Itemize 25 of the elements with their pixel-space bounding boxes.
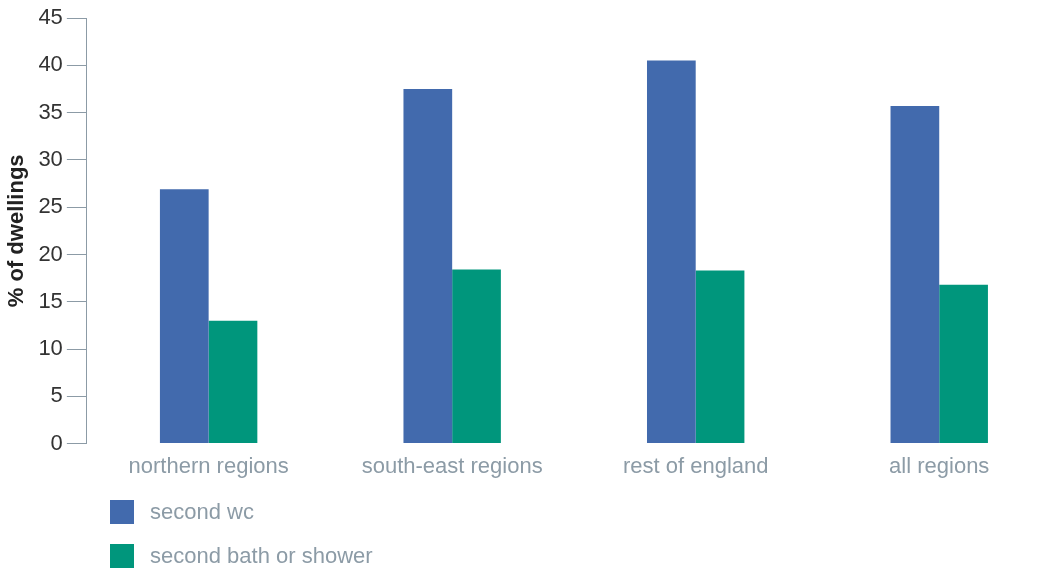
y-tick-label: 40 — [38, 51, 63, 77]
legend-label: second wc — [150, 499, 254, 525]
x-tick-label: all regions — [889, 452, 990, 478]
y-tick-label: 0 — [50, 429, 63, 455]
y-tick-label: 10 — [38, 335, 63, 361]
bar — [403, 88, 453, 444]
x-tick-label: rest of england — [622, 452, 769, 478]
bar — [890, 105, 940, 444]
x-tick-label: northern regions — [128, 452, 289, 478]
y-tick-label: 15 — [38, 287, 63, 313]
bar — [452, 269, 501, 444]
bar — [208, 320, 258, 444]
y-tick-label: 25 — [38, 193, 63, 219]
bar — [647, 60, 696, 444]
y-tick-label: 45 — [38, 4, 63, 30]
y-tick-label: 35 — [38, 98, 63, 124]
y-tick-label: 5 — [50, 382, 63, 408]
y-tick-label: 20 — [38, 240, 63, 266]
legend-label: second bath or shower — [150, 543, 373, 569]
y-axis-title: % of dwellings — [3, 154, 29, 308]
bar — [695, 270, 745, 444]
bar — [939, 284, 988, 444]
y-tick-label: 30 — [38, 145, 63, 171]
bar — [159, 189, 209, 444]
x-tick-label: south-east regions — [361, 452, 543, 478]
